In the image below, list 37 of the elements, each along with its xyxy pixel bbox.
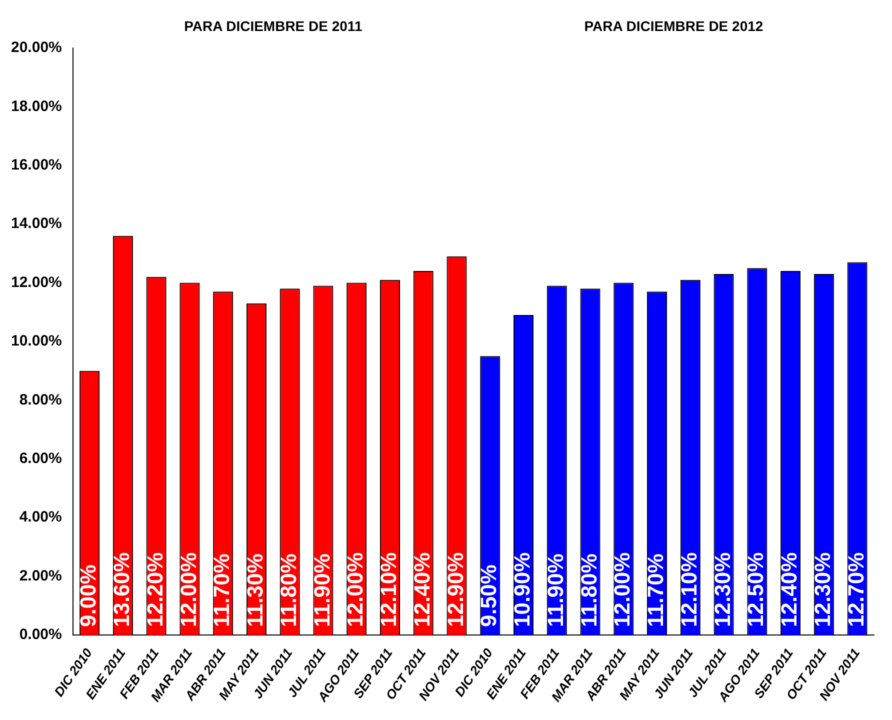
text: PARA DICIEMBRE DE 2011: [184, 18, 362, 34]
y-tick-label: 14.00%: [11, 215, 62, 232]
data-label: 12.10%: [376, 552, 402, 627]
data-label: 12.00%: [610, 552, 635, 627]
y-tick-label: 10.00%: [11, 332, 62, 350]
data-label: 12.50%: [743, 552, 768, 627]
data-label: 11.70%: [643, 554, 668, 627]
data-label: 12.30%: [810, 552, 835, 627]
data-label: 11.30%: [242, 554, 268, 627]
data-label: 11.80%: [276, 554, 301, 627]
data-label: 12.40%: [409, 552, 434, 627]
data-label: 12.00%: [342, 552, 368, 627]
y-tick-label: 4.00%: [19, 508, 62, 526]
y-tick-label: 20.00%: [11, 39, 62, 56]
data-label: 10.90%: [510, 552, 535, 627]
data-label: 12.90%: [442, 552, 468, 627]
data-label: 9.00%: [76, 564, 101, 627]
data-label: 12.00%: [176, 552, 201, 627]
data-label: 11.90%: [309, 554, 334, 627]
data-label: 12.40%: [776, 552, 802, 627]
data-label: 11.70%: [209, 554, 234, 627]
y-tick-label: 8.00%: [19, 391, 62, 408]
y-tick-label: 2.00%: [19, 567, 62, 584]
y-tick-label: 0.00%: [19, 626, 62, 644]
data-label: 9.50%: [476, 564, 502, 627]
y-tick-label: 16.00%: [11, 156, 62, 174]
y-tick-label: 18.00%: [11, 98, 62, 115]
data-label: 13.60%: [109, 552, 134, 627]
y-tick-label: 12.00%: [11, 274, 62, 291]
data-label: 12.10%: [676, 552, 702, 627]
data-label: 12.20%: [142, 552, 168, 627]
text: PARA DICIEMBRE DE 2012: [584, 18, 764, 34]
y-tick-label: 6.00%: [19, 450, 62, 467]
data-label: 11.90%: [542, 554, 568, 627]
data-label: 12.30%: [710, 552, 735, 627]
data-label: 12.70%: [843, 552, 868, 627]
data-label: 11.80%: [576, 554, 602, 627]
